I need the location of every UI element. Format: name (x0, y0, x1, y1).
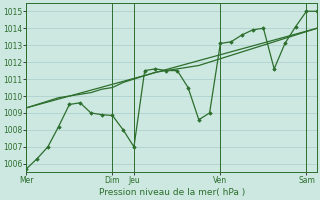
X-axis label: Pression niveau de la mer( hPa ): Pression niveau de la mer( hPa ) (99, 188, 245, 197)
